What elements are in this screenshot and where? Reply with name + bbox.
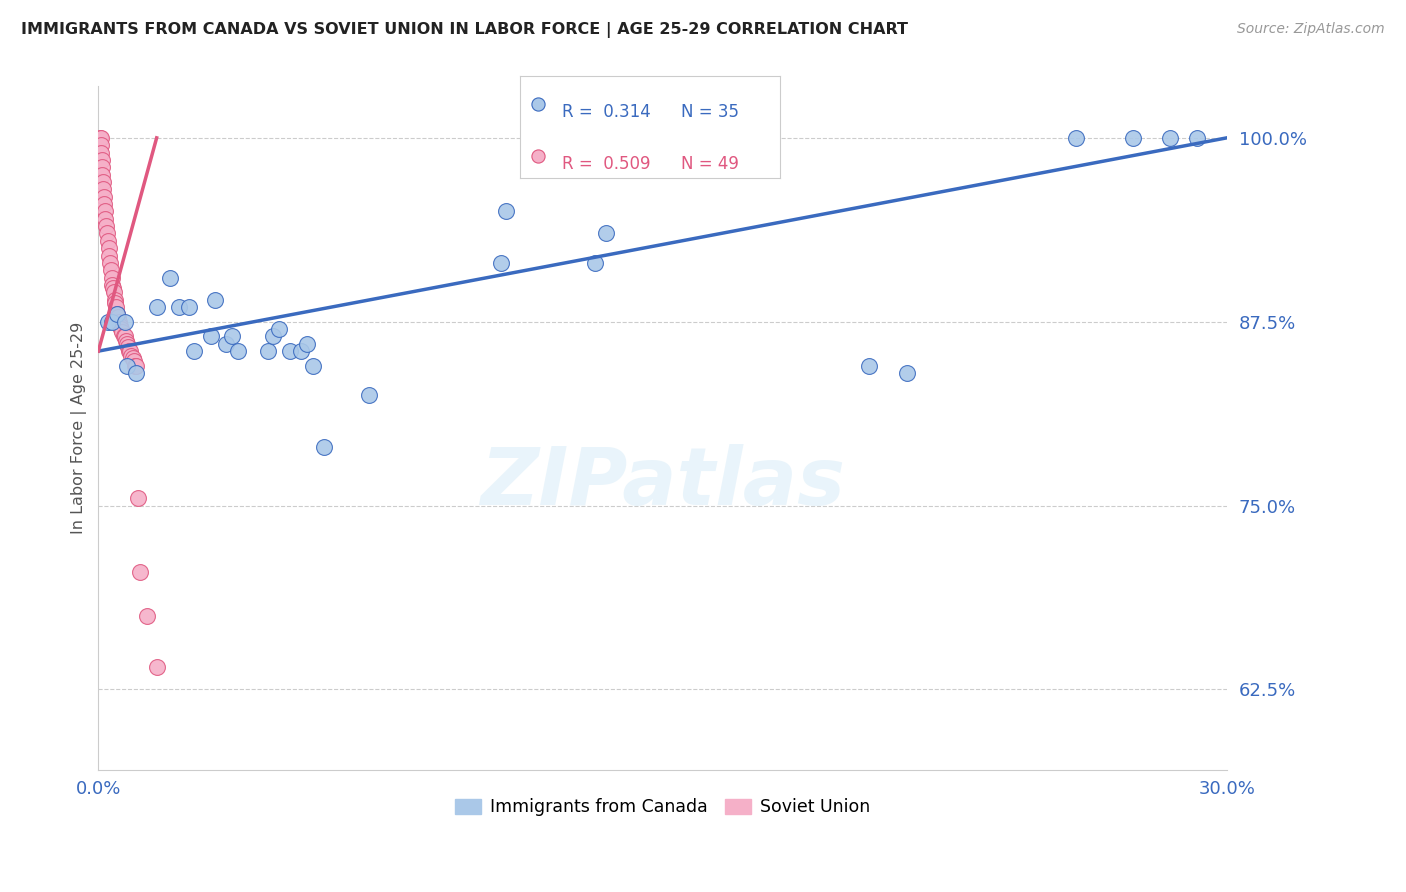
Point [101, 277, 124, 292]
Point [90, 138, 112, 153]
Point [301, 359, 323, 373]
Point [118, 344, 141, 359]
Point [896, 366, 918, 380]
Point [105, 307, 128, 321]
Point [100, 263, 122, 277]
Point [91, 161, 114, 175]
Point [177, 300, 200, 314]
Text: R =  0.314: R = 0.314 [562, 103, 651, 120]
Text: N = 49: N = 49 [682, 155, 740, 173]
Point [312, 440, 335, 454]
Point [114, 334, 136, 348]
Point [104, 295, 127, 310]
Point [204, 293, 226, 307]
Text: N = 35: N = 35 [682, 103, 740, 120]
Point [1185, 131, 1208, 145]
Point [290, 344, 312, 359]
Point [105, 300, 128, 314]
Point [96, 227, 118, 241]
Point [115, 336, 138, 351]
Point [1066, 131, 1088, 145]
Point [1159, 131, 1181, 145]
Point [127, 491, 149, 506]
Point [111, 325, 134, 339]
Point [114, 329, 136, 343]
Text: IMMIGRANTS FROM CANADA VS SOVIET UNION IN LABOR FORCE | AGE 25-29 CORRELATION CH: IMMIGRANTS FROM CANADA VS SOVIET UNION I… [21, 22, 908, 38]
Point [93, 189, 115, 203]
Point [278, 344, 301, 359]
Point [159, 270, 181, 285]
Point [105, 307, 128, 321]
Text: Source: ZipAtlas.com: Source: ZipAtlas.com [1237, 22, 1385, 37]
Point [145, 300, 167, 314]
Point [120, 349, 142, 363]
Point [97, 234, 120, 248]
Point [97, 241, 120, 255]
Point [295, 336, 318, 351]
Point [145, 660, 167, 674]
Point [267, 322, 290, 336]
Text: ZIPatlas: ZIPatlas [479, 444, 845, 522]
Point [93, 197, 115, 211]
Point [91, 168, 114, 182]
Point [97, 315, 120, 329]
Point [128, 565, 150, 579]
Point [91, 182, 114, 196]
Point [256, 344, 278, 359]
Point [94, 211, 117, 226]
Point [120, 344, 142, 359]
Point [112, 329, 135, 343]
Point [93, 204, 115, 219]
Point [91, 175, 114, 189]
Point [100, 270, 122, 285]
Point [89, 131, 111, 145]
Point [101, 281, 124, 295]
Y-axis label: In Labor Force | Age 25-29: In Labor Force | Age 25-29 [72, 322, 87, 534]
Point [200, 329, 222, 343]
Point [122, 354, 145, 368]
Point [96, 219, 118, 233]
Point [98, 248, 121, 262]
Point [90, 145, 112, 160]
Point [117, 340, 139, 354]
Point [583, 256, 606, 270]
Point [114, 315, 136, 329]
Point [489, 256, 512, 270]
Point [495, 204, 517, 219]
Point [527, 96, 550, 111]
Point [1122, 131, 1144, 145]
Point [262, 329, 284, 343]
Point [121, 351, 143, 366]
Point [108, 319, 131, 334]
Point [124, 359, 146, 373]
Point [136, 608, 159, 623]
Point [110, 322, 132, 336]
Point [527, 149, 550, 163]
Legend: Immigrants from Canada, Soviet Union: Immigrants from Canada, Soviet Union [449, 791, 877, 823]
Point [98, 256, 121, 270]
Point [103, 293, 125, 307]
Point [167, 300, 190, 314]
Text: R =  0.509: R = 0.509 [562, 155, 651, 173]
Point [125, 359, 148, 373]
Point [226, 344, 249, 359]
Point [90, 131, 112, 145]
Point [107, 310, 129, 325]
Point [115, 359, 138, 373]
Point [90, 153, 112, 167]
Point [359, 388, 381, 402]
Point [858, 359, 880, 373]
Point [183, 344, 205, 359]
Point [100, 315, 122, 329]
Point [595, 227, 617, 241]
Point [221, 329, 243, 343]
Point [108, 315, 131, 329]
Point [215, 336, 238, 351]
Point [125, 366, 148, 380]
Point [103, 285, 125, 300]
